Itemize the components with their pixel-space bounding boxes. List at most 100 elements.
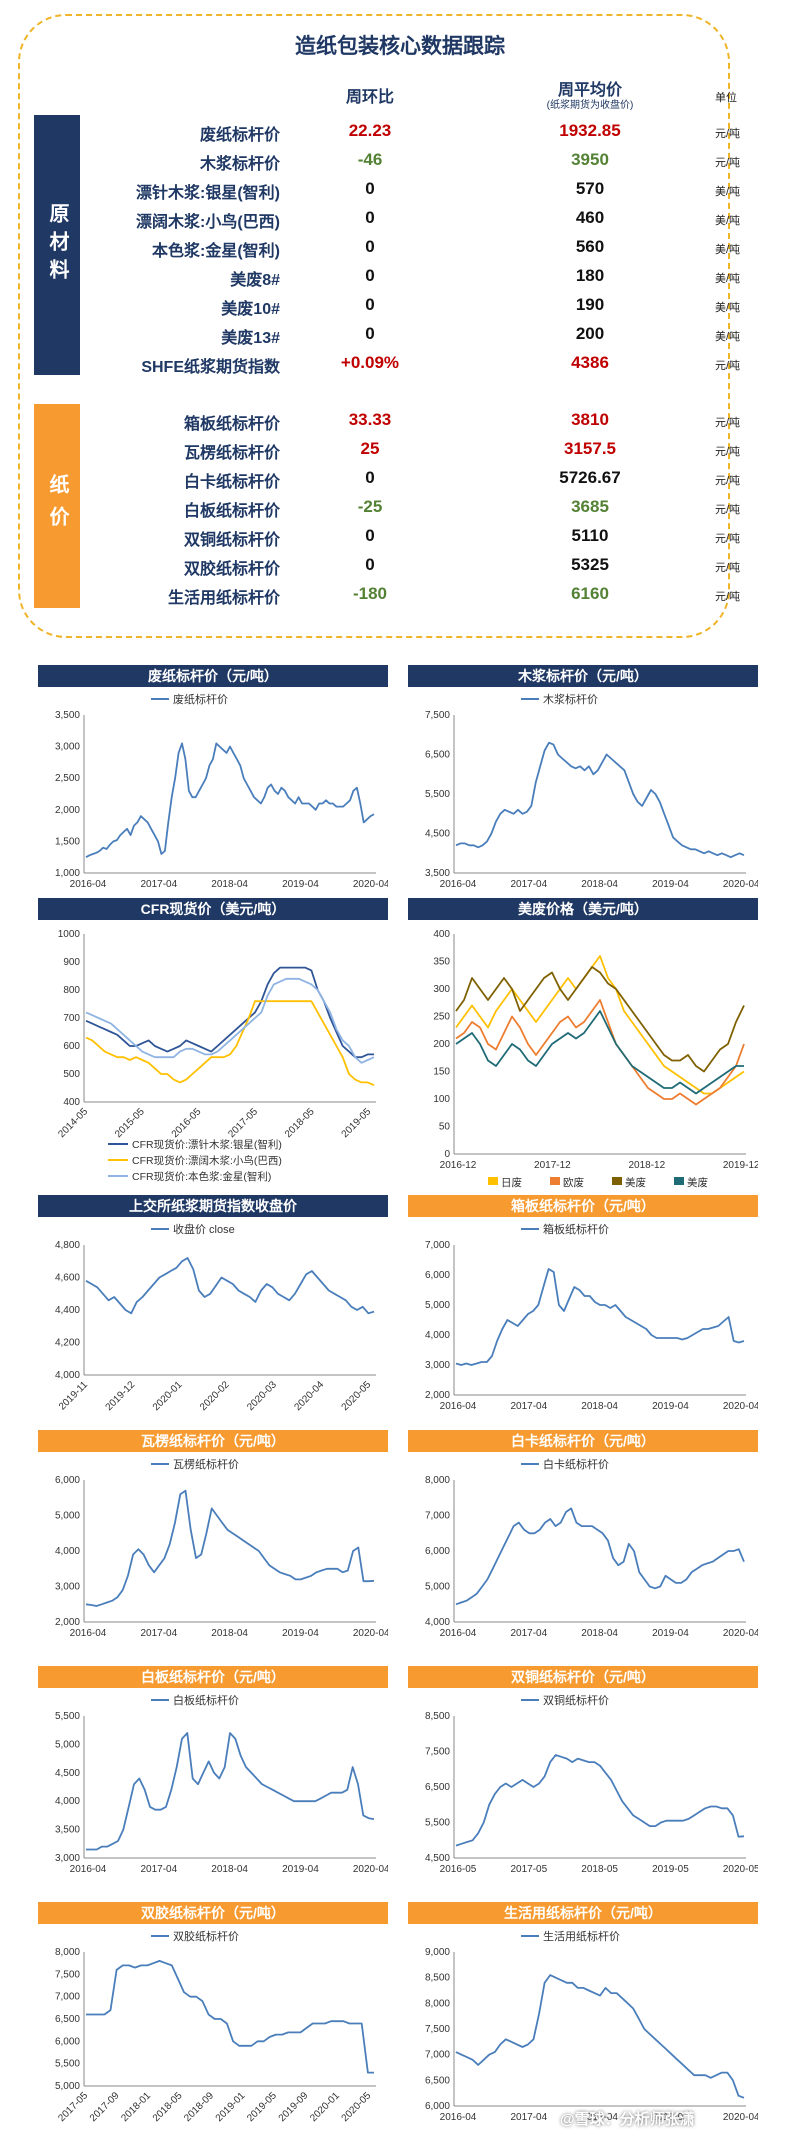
series-line xyxy=(455,1974,745,2099)
y-tick-label: 5,000 xyxy=(425,1582,450,1593)
x-tick-label: 2018-05 xyxy=(151,2090,185,2124)
chart-title: 双胶纸标杆价（元/吨） xyxy=(38,1902,388,1924)
y-tick-label: 5,500 xyxy=(425,789,450,800)
y-tick-label: 4,000 xyxy=(55,1370,80,1381)
y-tick-label: 2,500 xyxy=(55,773,80,784)
y-tick-label: 4,500 xyxy=(55,1768,80,1779)
table-row: 白板纸标杆价 -25 3685 元/吨 xyxy=(0,493,800,522)
legend-label: 生活用纸标杆价 xyxy=(543,1929,620,1943)
x-tick-label: 2019-04 xyxy=(652,2112,689,2123)
x-tick-label: 2017-04 xyxy=(510,879,547,890)
x-tick-label: 2019-04 xyxy=(282,879,319,890)
legend-swatch xyxy=(488,1177,498,1185)
legend-swatch xyxy=(674,1177,684,1185)
chart-svg: 4,000 4,200 4,400 4,600 4,800 2019-11 2019-12 2… xyxy=(55,1222,376,1413)
row-name: 瓦楞纸标杆价 xyxy=(183,445,280,462)
table-row: 箱板纸标杆价 33.33 3810 元/吨 xyxy=(0,406,800,435)
legend-swatch xyxy=(612,1177,622,1185)
row-avg: 460 xyxy=(575,208,605,227)
x-tick-label: 2017-09 xyxy=(88,2090,122,2124)
row-wow: 0 xyxy=(365,208,375,227)
x-tick-label: 2019-09 xyxy=(277,2090,311,2124)
x-tick-label: 2016-04 xyxy=(440,1401,477,1412)
y-tick-label: 900 xyxy=(63,957,80,968)
category-raw-label: 原材料 xyxy=(46,203,68,287)
legend-label: 瓦楞纸标杆价 xyxy=(173,1457,239,1471)
x-tick-label: 2016-12 xyxy=(440,1160,477,1171)
chart-panel: 箱板纸标杆价（元/吨） 2,000 3,000 4,000 5,000 6,000 7,00… xyxy=(408,1195,758,1413)
y-tick-label: 7,000 xyxy=(425,1240,450,1251)
row-name: 木浆标杆价 xyxy=(199,156,280,173)
x-tick-label: 2016-04 xyxy=(70,1864,107,1875)
x-tick-label: 2019-04 xyxy=(652,1628,689,1639)
row-name: 漂针木浆:银星(智利) xyxy=(136,185,280,202)
row-wow: 22.23 xyxy=(348,121,392,140)
series-line xyxy=(455,741,745,859)
legend-label: 美废 xyxy=(625,1176,646,1189)
row-wow: -46 xyxy=(357,150,383,169)
y-tick-label: 8,500 xyxy=(425,1973,450,1984)
y-tick-label: 6,500 xyxy=(425,1782,450,1793)
row-name: 美废13# xyxy=(221,330,280,347)
x-tick-label: 2020-02 xyxy=(198,1379,232,1413)
legend-label: 日废 xyxy=(501,1176,522,1189)
row-avg: 5110 xyxy=(571,526,609,545)
x-tick-label: 2016-04 xyxy=(440,879,477,890)
y-tick-label: 4,000 xyxy=(425,1330,450,1341)
x-tick-label: 2017-12 xyxy=(534,1160,571,1171)
row-name: 白板纸标杆价 xyxy=(183,503,280,520)
series-line xyxy=(86,1960,374,2074)
x-tick-label: 2020-04 xyxy=(723,1628,758,1639)
x-tick-label: 2018-04 xyxy=(581,2112,618,2123)
chart-svg: 400 500 600 700 800 900 1000 2014-05 2015-05 2016… xyxy=(56,929,376,1183)
chart-svg: 0 50 100 150 200 250 300 350 400 2016-12 2017-12 20… xyxy=(433,929,758,1189)
x-tick-label: 2017-04 xyxy=(140,1628,177,1639)
y-tick-label: 5,000 xyxy=(55,1739,80,1750)
series-line xyxy=(455,966,745,1073)
page-title: 造纸包装核心数据跟踪 xyxy=(295,35,505,58)
y-tick-label: 5,000 xyxy=(55,1511,80,1522)
legend-label: CFR现货价:漂阔木浆:小鸟(巴西) xyxy=(132,1154,282,1167)
row-wow: 0 xyxy=(365,324,375,343)
row-unit: 元/吨 xyxy=(715,562,741,574)
series-line xyxy=(85,1257,375,1315)
x-tick-label: 2018-04 xyxy=(211,1864,248,1875)
chart-panel: 废纸标杆价（元/吨） 1,000 1,500 2,000 2,500 3,000 3,500… xyxy=(38,665,388,891)
row-avg: 570 xyxy=(575,179,605,198)
row-unit: 美/吨 xyxy=(715,244,741,256)
legend-label: 白板纸标杆价 xyxy=(173,1693,239,1707)
y-tick-label: 7,000 xyxy=(55,1992,80,2003)
legend-label: 双铜纸标杆价 xyxy=(543,1693,609,1707)
x-tick-label: 2018-05 xyxy=(283,1106,317,1140)
y-tick-label: 4,500 xyxy=(425,1853,450,1864)
table-row: 漂阔木浆:小鸟(巴西) 0 460 美/吨 xyxy=(0,204,800,233)
chart-title: 生活用纸标杆价（元/吨） xyxy=(408,1902,758,1924)
legend-label: CFR现货价:本色浆:金星(智利) xyxy=(132,1170,271,1183)
y-tick-label: 6,500 xyxy=(425,750,450,761)
chart-svg: 4,500 5,500 6,500 7,500 8,500 2016-05 2017-05 2… xyxy=(425,1693,758,1875)
row-wow: 0 xyxy=(365,237,375,256)
x-tick-label: 2019-12 xyxy=(104,1379,138,1413)
table-row: 双胶纸标杆价 0 5325 元/吨 xyxy=(0,551,800,580)
y-tick-label: 150 xyxy=(433,1067,450,1078)
chart-panel: 生活用纸标杆价（元/吨） 6,000 6,500 7,000 7,500 8,000 8,5… xyxy=(408,1902,758,2124)
row-name: 漂阔木浆:小鸟(巴西) xyxy=(136,214,280,231)
row-unit: 元/吨 xyxy=(715,157,741,169)
y-tick-label: 4,400 xyxy=(55,1305,80,1316)
y-tick-label: 6,500 xyxy=(55,2014,80,2025)
table-row: SHFE纸浆期货指数 +0.09% 4386 元/吨 xyxy=(0,349,800,378)
x-tick-label: 2018-12 xyxy=(628,1160,665,1171)
y-tick-label: 3,000 xyxy=(55,1853,80,1864)
x-tick-label: 2019-05 xyxy=(245,2090,279,2124)
legend-label: 美废 xyxy=(687,1176,708,1189)
chart-panel: 白卡纸标杆价（元/吨） 4,000 5,000 6,000 7,000 8,000 2016… xyxy=(408,1430,758,1640)
x-tick-label: 2018-04 xyxy=(581,1628,618,1639)
row-wow: 0 xyxy=(365,526,375,545)
series-line xyxy=(455,999,745,1106)
legend-label: 白卡纸标杆价 xyxy=(543,1457,609,1471)
table-row: 木浆标杆价 -46 3950 元/吨 xyxy=(0,146,800,175)
legend-label: 双胶纸标杆价 xyxy=(173,1929,239,1943)
y-tick-label: 2,000 xyxy=(55,1617,80,1628)
row-avg: 560 xyxy=(575,237,605,256)
x-tick-label: 2017-05 xyxy=(510,1864,547,1875)
